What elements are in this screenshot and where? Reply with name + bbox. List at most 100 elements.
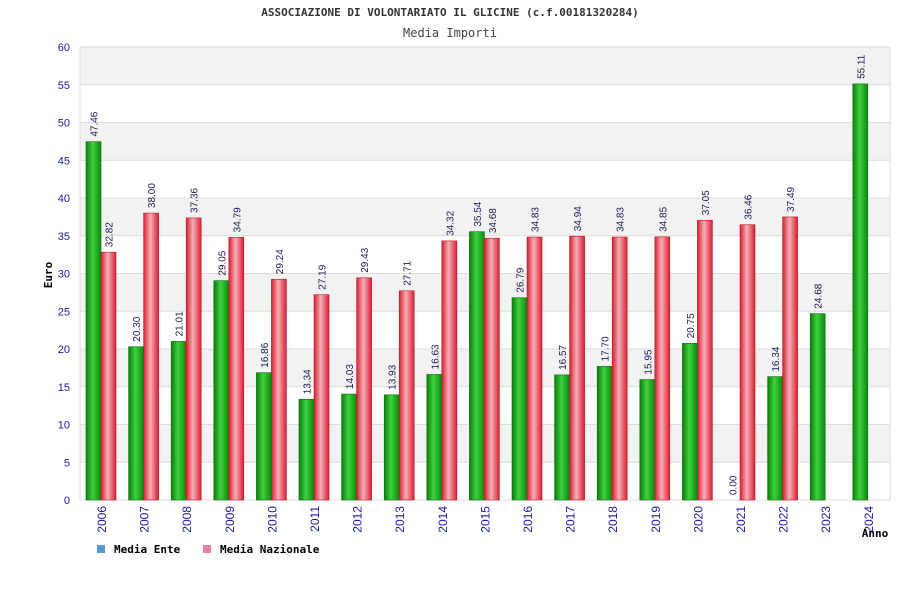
data-label: 13.34 [303,369,314,394]
bar-media-ente-2007 [128,346,144,501]
data-label: 0.00 [729,475,740,495]
chart-title: ASSOCIAZIONE DI VOLONTARIATO IL GLICINE … [261,6,639,19]
data-label: 16.86 [260,342,271,367]
data-label: 14.03 [345,364,356,389]
bar-media-nazionale-2008 [185,217,202,501]
bar-media-ente-2016 [511,297,528,501]
data-label: 16.34 [771,346,782,371]
data-label: 34.83 [616,207,627,232]
x-tick-label: 2021 [734,506,748,533]
x-tick-label: 2009 [223,506,237,533]
bar-media-nazionale-2019 [654,236,671,501]
x-tick-label: 2020 [691,506,705,533]
data-label: 29.24 [275,249,286,274]
x-tick-label: 2007 [138,506,152,533]
bar-media-nazionale-2021 [739,224,756,501]
data-label: 34.79 [232,207,243,232]
bar-media-ente-2010 [256,372,272,501]
data-label: 17.70 [601,336,612,361]
y-tick-label: 55 [58,80,70,92]
bar-media-nazionale-2017 [569,235,585,501]
data-label: 20.75 [686,313,697,338]
bar-media-nazionale-2007 [143,212,159,501]
bar-media-nazionale-2010 [271,278,287,501]
bars [85,83,869,501]
bar-media-ente-2009 [213,280,230,501]
y-tick-label: 30 [58,269,70,281]
bar-media-nazionale-2014 [441,240,458,501]
bar-media-ente-2019 [639,379,656,501]
y-tick-label: 15 [58,382,70,394]
plot-band [80,160,890,198]
bar-media-ente-2013 [383,394,400,501]
bar-media-ente-2006 [85,141,102,501]
x-tick-label: 2008 [180,506,194,533]
data-label: 26.79 [516,267,527,292]
data-label: 20.30 [132,316,143,341]
chart-subtitle: Media Importi [403,26,497,40]
y-axis-label: Euro [42,261,55,288]
plot-band [80,47,890,85]
x-tick-label: 2011 [308,506,322,532]
y-tick-label: 35 [58,231,70,243]
bar-media-nazionale-2013 [398,290,415,501]
x-axis-label: Anno [862,527,889,540]
data-label: 34.32 [445,210,456,235]
data-label: 16.63 [430,344,441,369]
x-tick-label: 2022 [777,506,791,533]
y-axis-ticks: 0 5 10 15 20 25 30 35 40 45 50 55 60 [58,42,70,507]
data-label: 13.93 [388,364,399,389]
data-label: 34.68 [488,208,499,233]
data-label: 34.83 [531,207,542,232]
bar-media-nazionale-2006 [100,251,117,501]
x-axis-ticks: 2006 2007 2008 2009 2010 2011 2012 2013 2014 2015… [95,506,876,533]
x-tick-label: 2016 [521,506,535,533]
data-label: 55.11 [856,54,867,79]
x-tick-label: 2012 [351,506,365,533]
plot-band [80,122,890,161]
bar-media-nazionale-2020 [697,219,713,501]
data-label: 24.68 [814,283,825,308]
x-tick-label: 2014 [436,506,450,533]
legend-swatch-media-ente [97,545,105,553]
y-tick-label: 25 [58,306,70,318]
bar-media-ente-2008 [170,341,187,501]
data-label: 36.46 [744,194,755,219]
x-tick-label: 2018 [606,506,620,533]
y-tick-label: 5 [64,457,70,469]
data-label: 34.94 [573,206,584,231]
bar-media-ente-2024 [852,83,869,501]
data-label: 34.85 [658,206,669,231]
bar-media-ente-2015 [469,231,485,501]
y-tick-label: 50 [58,118,70,130]
bar-media-nazionale-2016 [526,236,543,501]
bar-media-nazionale-2015 [484,237,500,501]
data-label: 47.46 [90,111,101,136]
bar-media-nazionale-2022 [782,216,798,501]
data-label: 15.95 [643,349,654,374]
data-label: 21.01 [175,311,186,336]
legend-swatch-media-nazionale [203,545,211,553]
y-tick-label: 40 [58,193,70,205]
legend: Media Ente Media Nazionale [97,543,320,556]
data-label: 37.36 [190,187,201,212]
bar-media-ente-2023 [809,313,826,501]
plot-band [80,84,890,123]
data-label: 37.49 [786,186,797,211]
x-tick-label: 2015 [478,506,492,533]
bar-media-ente-2022 [767,376,783,501]
data-label: 29.43 [360,247,371,272]
x-tick-label: 2019 [649,506,663,533]
bar-media-nazionale-2012 [356,277,372,501]
bar-media-nazionale-2011 [313,294,330,501]
bar-media-nazionale-2009 [228,237,245,501]
x-tick-label: 2010 [265,506,279,533]
data-labels: 47.46 32.82 20.30 38.00 21.01 37.36 29.05 34.79… [90,54,868,495]
x-tick-label: 2013 [393,506,407,533]
x-tick-label: 2024 [862,506,876,533]
bar-media-ente-2018 [596,366,613,501]
bar-media-ente-2011 [298,398,315,501]
bar-media-ente-2014 [426,374,443,501]
